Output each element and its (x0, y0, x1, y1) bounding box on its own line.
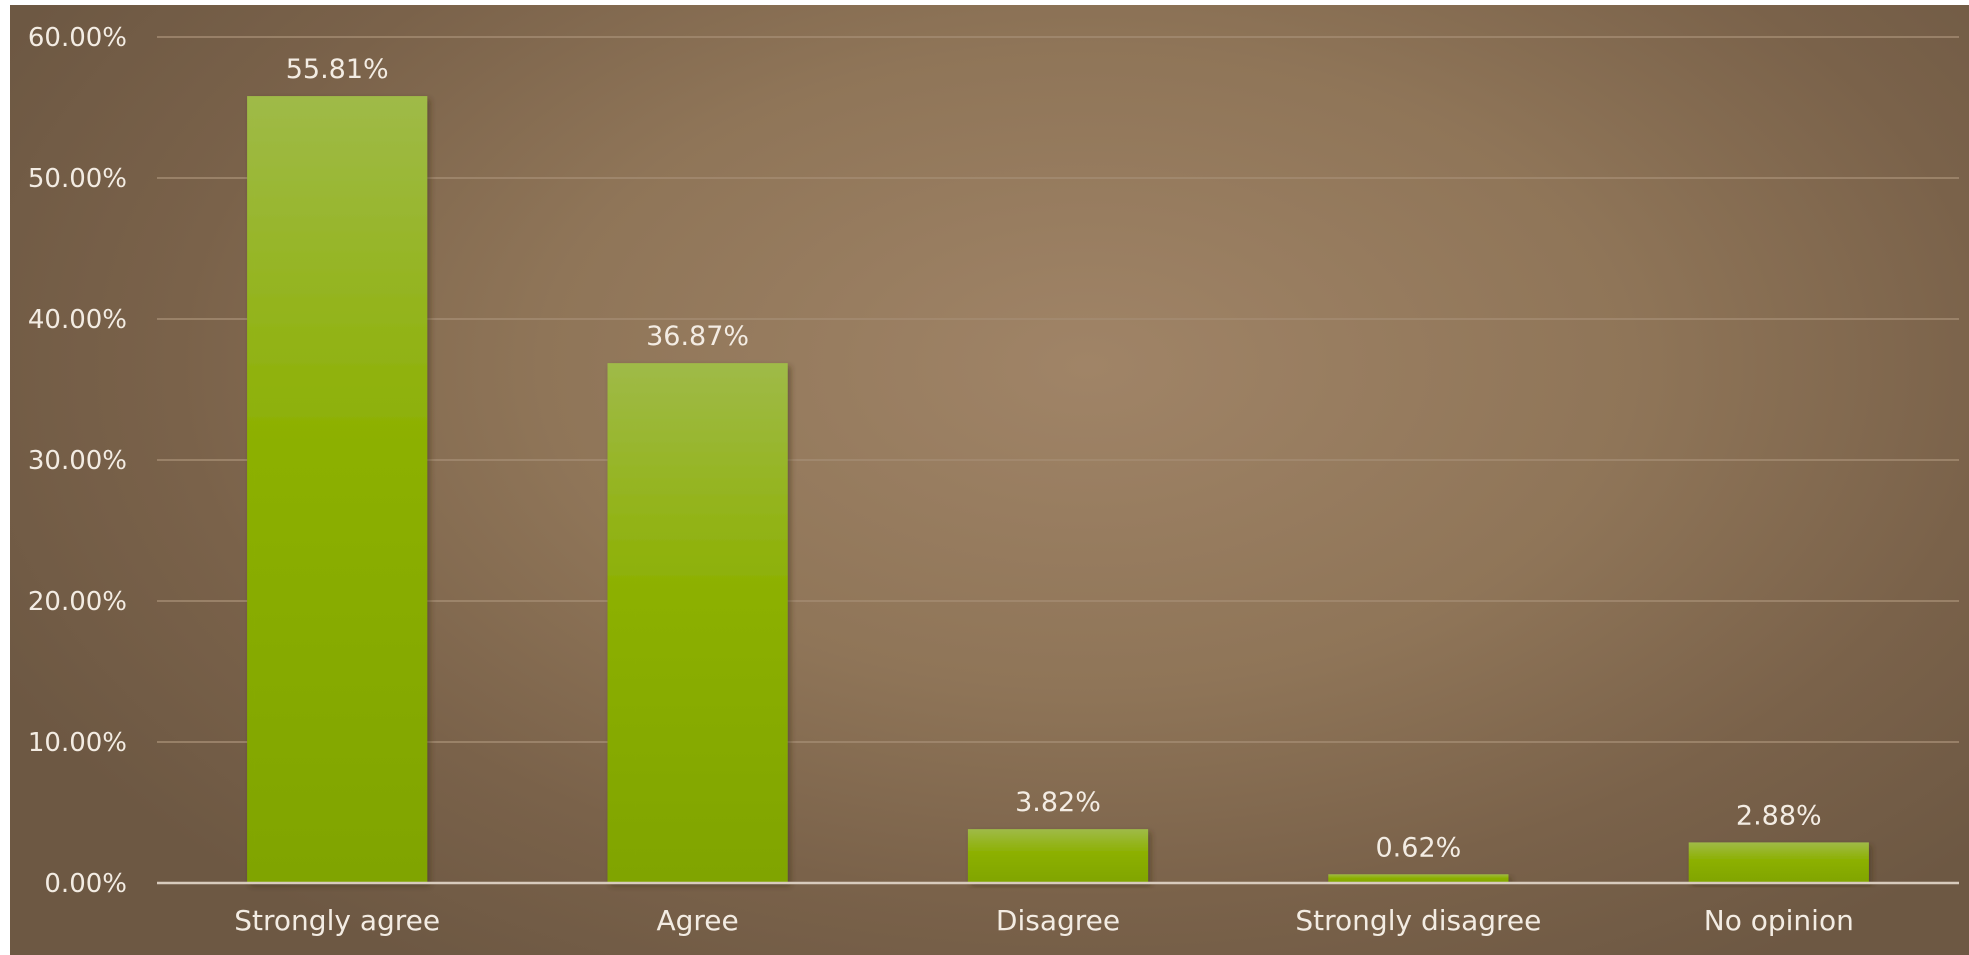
bar (967, 829, 1149, 883)
data-labels: 55.81% 36.87% 3.82% 0.62% 2.88% (286, 54, 1822, 863)
y-tick-label: 60.00% (28, 23, 127, 53)
bar (607, 363, 788, 883)
y-tick-label: 10.00% (28, 728, 127, 758)
data-label: 55.81% (286, 54, 389, 85)
chart-area: 0.00% 10.00% 20.00% 30.00% 40.00% 50.00% 60.00… (10, 5, 1969, 955)
bar-chart: 0.00% 10.00% 20.00% 30.00% 40.00% 50.00% 60.00… (28, 23, 1959, 937)
y-tick-label: 50.00% (28, 164, 127, 194)
x-axis-tick-labels: Strongly agree Agree Disagree Strongly disa… (234, 904, 1854, 937)
data-label: 3.82% (1015, 787, 1101, 818)
data-label: 2.88% (1736, 800, 1822, 831)
x-tick-label: Disagree (996, 904, 1120, 937)
data-label: 0.62% (1376, 832, 1462, 863)
bar (1688, 842, 1869, 883)
x-tick-label: No opinion (1704, 904, 1854, 937)
y-tick-label: 40.00% (28, 305, 127, 335)
x-tick-label: Strongly disagree (1295, 904, 1541, 937)
y-tick-label: 0.00% (44, 869, 127, 899)
bars (247, 96, 1869, 884)
x-tick-label: Agree (656, 904, 738, 937)
y-tick-label: 30.00% (28, 446, 127, 476)
y-axis-tick-labels: 0.00% 10.00% 20.00% 30.00% 40.00% 50.00% 60.00… (28, 23, 127, 899)
bar (1328, 874, 1509, 883)
x-tick-label: Strongly agree (234, 904, 440, 937)
y-tick-label: 20.00% (28, 587, 127, 617)
gridlines (157, 36, 1959, 743)
data-label: 36.87% (646, 321, 749, 352)
bar (247, 96, 428, 884)
